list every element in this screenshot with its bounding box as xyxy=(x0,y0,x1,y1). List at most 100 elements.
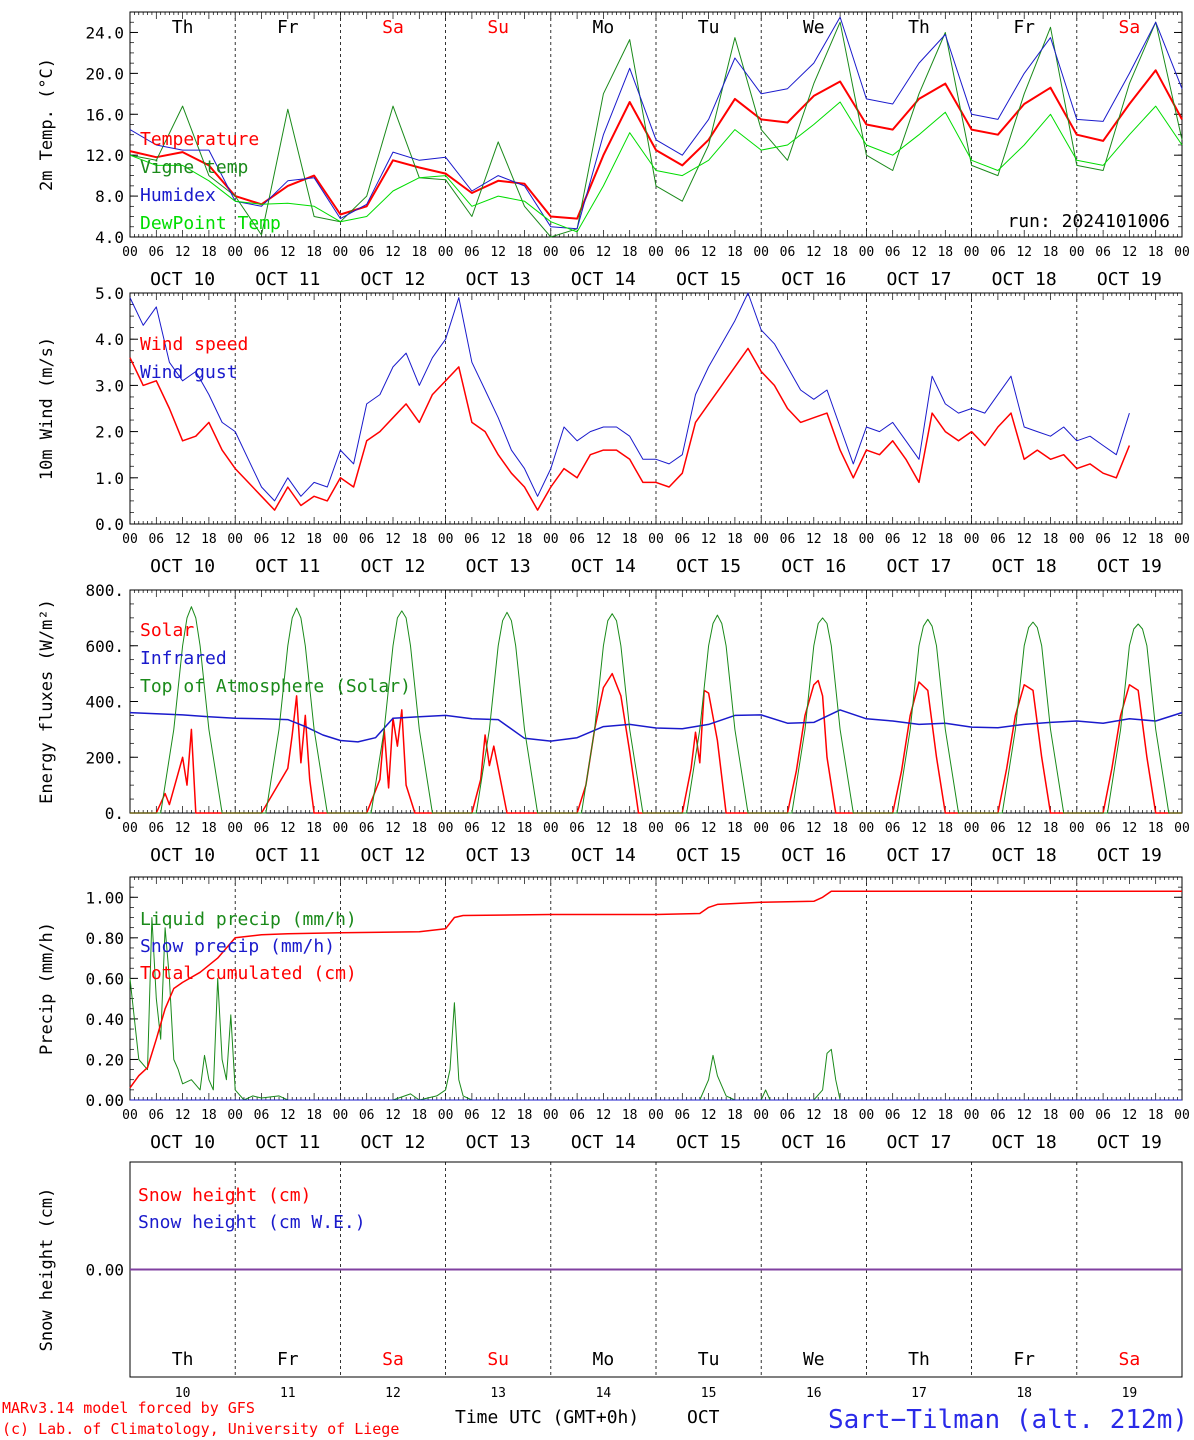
day-label: Sa xyxy=(1119,17,1141,38)
hour-label: 06 xyxy=(990,532,1006,547)
hour-label: 06 xyxy=(569,1108,585,1123)
y-tick-label: 0.00 xyxy=(85,1261,124,1280)
hour-label: 06 xyxy=(464,1108,480,1123)
hour-label: 12 xyxy=(490,532,506,547)
date-label: OCT 12 xyxy=(360,845,425,866)
day-number-label: 18 xyxy=(1016,1386,1032,1401)
day-number-label: 19 xyxy=(1122,1386,1138,1401)
date-label: OCT 11 xyxy=(255,1132,320,1153)
hour-label: 00 xyxy=(753,245,769,260)
hour-label: 00 xyxy=(333,1108,349,1123)
hour-label: 12 xyxy=(280,821,296,836)
day-label: Mo xyxy=(593,1349,615,1370)
legend-entry: Top of Atmosphere (Solar) xyxy=(140,676,411,697)
legend-entry: Snow height (cm W.E.) xyxy=(138,1212,366,1233)
hour-label: 06 xyxy=(674,821,690,836)
y-tick-label: 12.0 xyxy=(85,146,124,165)
date-label: OCT 13 xyxy=(466,269,531,290)
hour-label: 00 xyxy=(227,245,243,260)
hour-label: 00 xyxy=(438,1108,454,1123)
hour-label: 12 xyxy=(280,245,296,260)
hour-label: 06 xyxy=(148,245,164,260)
hour-label: 06 xyxy=(674,245,690,260)
hour-label: 06 xyxy=(464,532,480,547)
y-tick-label: 0.20 xyxy=(85,1050,124,1069)
hour-label: 18 xyxy=(1148,532,1164,547)
day-number-label: 13 xyxy=(490,1386,506,1401)
day-label: Fr xyxy=(1013,1349,1035,1370)
date-label: OCT 17 xyxy=(886,845,951,866)
hour-label: 00 xyxy=(859,532,875,547)
date-label: OCT 13 xyxy=(466,1132,531,1153)
series-infrared xyxy=(129,709,1183,743)
y-tick-label: 4.0 xyxy=(95,330,124,349)
hour-label: 06 xyxy=(464,245,480,260)
hour-label: 18 xyxy=(727,245,743,260)
hour-label: 00 xyxy=(122,821,138,836)
hour-label: 18 xyxy=(1148,245,1164,260)
hour-label: 00 xyxy=(753,532,769,547)
series-dewpoint-temp xyxy=(129,101,1183,233)
hour-label: 06 xyxy=(1095,1108,1111,1123)
hour-label: 06 xyxy=(1095,821,1111,836)
hour-label: 12 xyxy=(175,245,191,260)
hour-label: 18 xyxy=(411,821,427,836)
hour-label: 12 xyxy=(1122,1108,1138,1123)
hour-label: 00 xyxy=(648,1108,664,1123)
hour-label: 06 xyxy=(254,1108,270,1123)
day-label: Fr xyxy=(277,1349,299,1370)
date-label: OCT 17 xyxy=(886,1132,951,1153)
hour-label: 00 xyxy=(122,1108,138,1123)
hour-label: 12 xyxy=(175,821,191,836)
hour-label: 00 xyxy=(964,1108,980,1123)
date-label: OCT 18 xyxy=(992,1132,1057,1153)
legend-entry: Humidex xyxy=(140,185,216,206)
hour-label: 00 xyxy=(1174,532,1190,547)
date-label: OCT 11 xyxy=(255,845,320,866)
panel-flux: 0. 200. 400. 600. 800. Energy fluxes (W/m²) So… xyxy=(37,581,1190,866)
legend-entry: DewPoint Temp xyxy=(140,213,281,234)
hour-label: 06 xyxy=(885,1108,901,1123)
hour-label: 06 xyxy=(990,1108,1006,1123)
series-humidex xyxy=(129,16,1183,230)
hour-label: 00 xyxy=(543,532,559,547)
hour-label: 06 xyxy=(1095,532,1111,547)
hour-label: 06 xyxy=(569,532,585,547)
hour-label: 12 xyxy=(806,245,822,260)
hour-label: 06 xyxy=(569,821,585,836)
date-label: OCT 13 xyxy=(466,556,531,577)
hour-label: 12 xyxy=(385,821,401,836)
hour-label: 00 xyxy=(964,532,980,547)
date-label: OCT 12 xyxy=(360,556,425,577)
hour-label: 00 xyxy=(1069,1108,1085,1123)
date-label: OCT 18 xyxy=(992,269,1057,290)
day-label: Sa xyxy=(382,1349,404,1370)
hour-label: 12 xyxy=(1122,821,1138,836)
hour-label: 00 xyxy=(333,821,349,836)
hour-label: 00 xyxy=(333,532,349,547)
hour-label: 00 xyxy=(753,1108,769,1123)
hour-label: 12 xyxy=(280,532,296,547)
date-label: OCT 10 xyxy=(150,556,215,577)
hour-label: 00 xyxy=(438,532,454,547)
hour-label: 06 xyxy=(674,1108,690,1123)
hour-label: 18 xyxy=(411,245,427,260)
date-label: OCT 12 xyxy=(360,1132,425,1153)
y-tick-label: 5.0 xyxy=(95,284,124,303)
hour-label: 12 xyxy=(1122,245,1138,260)
series-wind-speed xyxy=(129,347,1131,511)
hour-label: 06 xyxy=(359,245,375,260)
date-label: OCT 15 xyxy=(676,269,741,290)
legend-entry: Total cumulated (cm) xyxy=(140,963,357,984)
panel-snow: 0.00 Snow height (cm) Snow height (cm) Snow… xyxy=(37,1161,1183,1401)
y-tick-label: 2.0 xyxy=(95,423,124,442)
hour-label: 18 xyxy=(937,245,953,260)
hour-label: 18 xyxy=(517,821,533,836)
y-tick-label: 0. xyxy=(105,804,124,823)
hour-label: 06 xyxy=(148,1108,164,1123)
hour-label: 12 xyxy=(596,821,612,836)
date-label: OCT 11 xyxy=(255,556,320,577)
series-wind-gust xyxy=(129,292,1130,502)
hour-label: 18 xyxy=(832,821,848,836)
hour-label: 18 xyxy=(201,245,217,260)
